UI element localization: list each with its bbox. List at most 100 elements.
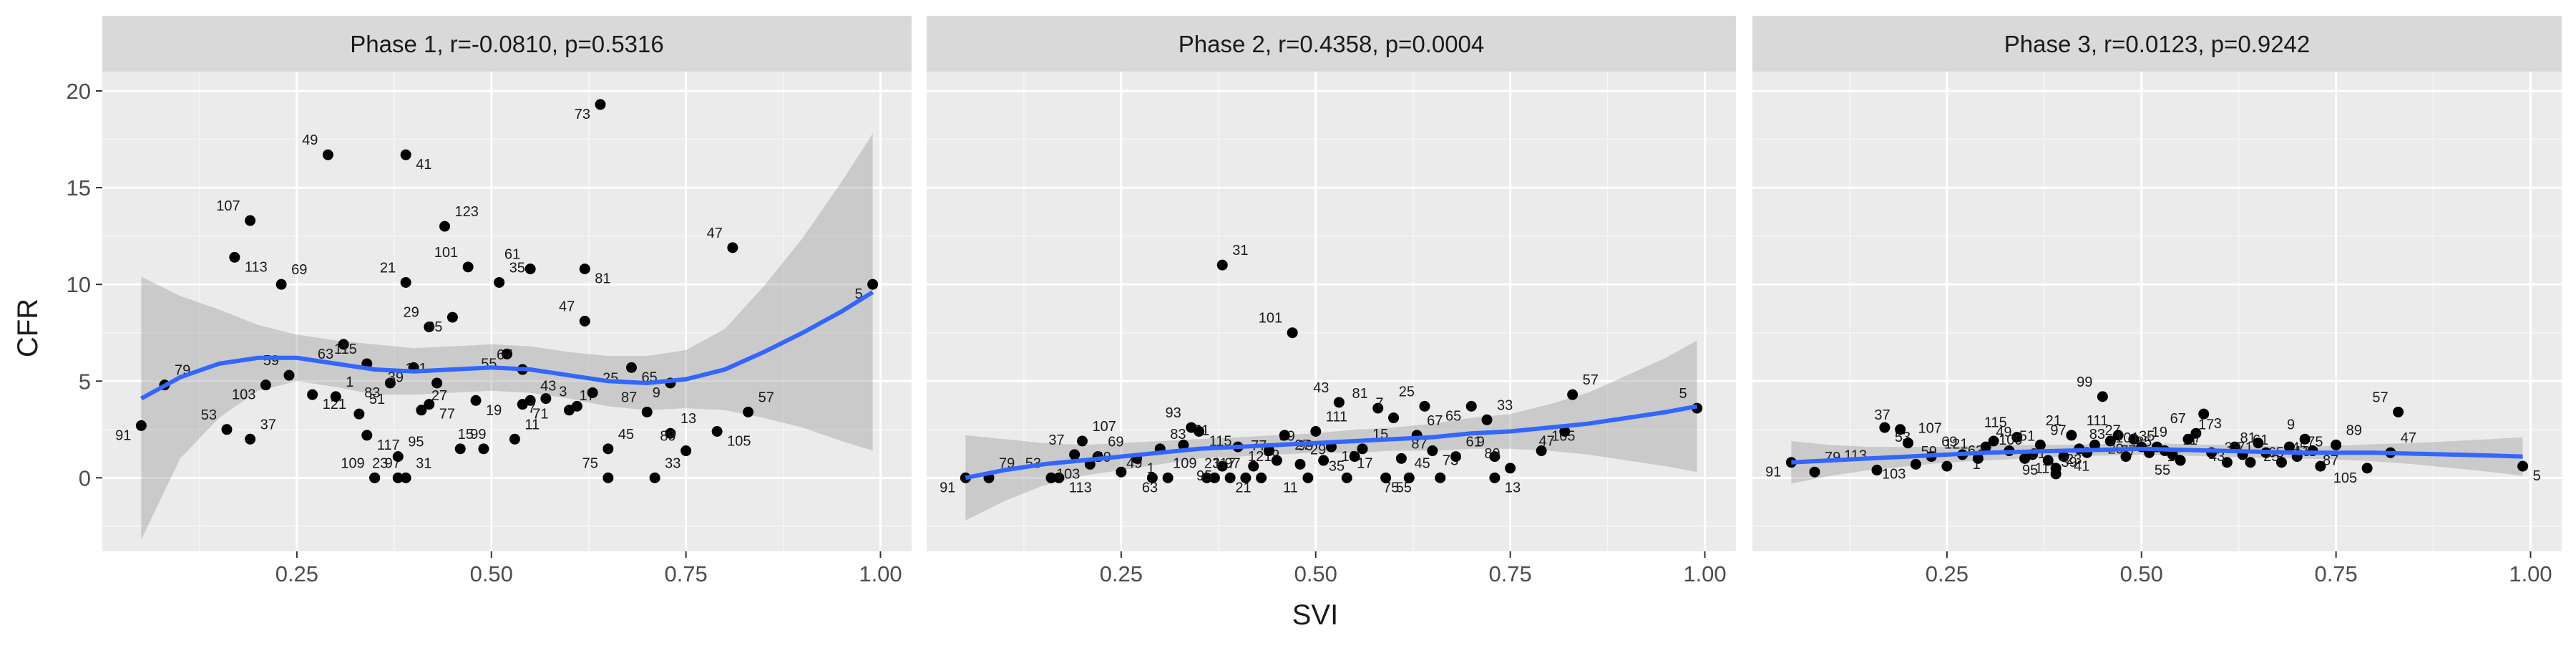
point-label: 31 bbox=[2030, 446, 2046, 462]
data-point bbox=[502, 348, 512, 359]
point-label: 107 bbox=[1918, 421, 1942, 437]
point-label: 117 bbox=[377, 437, 400, 453]
plot-panel-background bbox=[927, 72, 1736, 551]
point-label: 83 bbox=[1170, 427, 1186, 443]
data-point bbox=[1116, 466, 1127, 478]
x-tick-label: 0.50 bbox=[1294, 561, 1337, 586]
data-point bbox=[1785, 457, 1797, 468]
point-label: 121 bbox=[1944, 436, 1968, 452]
data-point bbox=[1871, 465, 1883, 476]
data-point bbox=[2175, 455, 2186, 466]
point-label: 91 bbox=[940, 480, 955, 495]
point-label: 13 bbox=[680, 411, 696, 427]
plot-panel-background bbox=[102, 72, 912, 551]
point-label: 45 bbox=[618, 427, 634, 443]
point-label: 73 bbox=[575, 107, 590, 122]
data-point bbox=[2089, 439, 2100, 450]
data-point bbox=[439, 221, 450, 232]
data-point bbox=[2112, 430, 2124, 441]
point-label: 9 bbox=[653, 385, 660, 401]
point-label: 75 bbox=[1383, 480, 1399, 495]
point-label: 87 bbox=[621, 390, 637, 405]
point-label: 47 bbox=[1539, 434, 1555, 450]
data-point bbox=[1980, 441, 1991, 453]
point-label: 71 bbox=[532, 407, 548, 422]
point-label: 77 bbox=[439, 407, 455, 422]
data-point bbox=[1318, 455, 1330, 466]
confidence-band bbox=[1791, 437, 2523, 484]
data-point bbox=[2517, 460, 2529, 472]
data-point bbox=[424, 399, 435, 410]
point-label: 69 bbox=[291, 262, 307, 278]
data-point bbox=[2128, 433, 2140, 445]
point-label: 31 bbox=[1232, 243, 1248, 258]
point-label: 17 bbox=[2198, 417, 2214, 432]
point-label: 95 bbox=[1196, 468, 1212, 484]
data-point bbox=[602, 472, 614, 483]
data-point bbox=[1216, 460, 1228, 472]
point-label: 33 bbox=[2225, 440, 2240, 456]
data-point bbox=[400, 276, 411, 288]
data-point bbox=[867, 279, 879, 290]
point-label: 109 bbox=[1999, 432, 2022, 448]
data-point bbox=[1209, 472, 1220, 483]
data-point bbox=[1395, 453, 1407, 464]
point-label: 33 bbox=[665, 455, 680, 471]
point-label: 55 bbox=[1396, 480, 1412, 495]
point-label: 19 bbox=[2152, 425, 2167, 440]
point-label: 101 bbox=[434, 245, 458, 261]
point-label: 101 bbox=[1259, 311, 1282, 327]
point-label: 69 bbox=[1941, 435, 1957, 450]
data-point bbox=[1294, 458, 1306, 470]
data-point bbox=[283, 369, 295, 381]
point-label: 15 bbox=[458, 427, 474, 443]
data-point bbox=[1988, 435, 1999, 447]
facet-strip-title: Phase 1, r=-0.0810, p=0.5316 bbox=[350, 31, 664, 57]
point-label: 13 bbox=[1505, 480, 1521, 495]
point-label: 37 bbox=[1874, 407, 1890, 423]
data-point bbox=[1240, 472, 1252, 483]
point-label: 85 bbox=[426, 319, 442, 335]
point-label: 5 bbox=[1679, 386, 1687, 402]
point-label: 63 bbox=[1142, 480, 1158, 495]
data-point bbox=[1372, 402, 1384, 414]
data-point bbox=[509, 433, 520, 445]
point-label: 81 bbox=[1352, 386, 1368, 402]
point-label: 59 bbox=[263, 353, 279, 369]
x-tick-label: 1.00 bbox=[859, 561, 902, 586]
point-label: 109 bbox=[341, 455, 364, 471]
data-point bbox=[369, 472, 381, 483]
data-point bbox=[1162, 472, 1174, 483]
point-label: 5 bbox=[2533, 468, 2541, 484]
point-label: 9 bbox=[2287, 417, 2295, 432]
point-label: 11 bbox=[1283, 480, 1298, 495]
data-point bbox=[478, 443, 489, 455]
data-point bbox=[579, 316, 590, 327]
point-label: 79 bbox=[1825, 450, 1840, 465]
point-label: 113 bbox=[245, 259, 268, 275]
x-tick-label: 0.50 bbox=[470, 561, 513, 586]
point-label: 55 bbox=[2155, 463, 2170, 478]
point-label: 103 bbox=[232, 387, 255, 403]
x-tick-label: 0.50 bbox=[2120, 561, 2163, 586]
point-label: 103 bbox=[1882, 466, 1906, 482]
point-label: 43 bbox=[540, 378, 556, 394]
point-label: 3 bbox=[2214, 416, 2222, 432]
data-point bbox=[361, 430, 373, 441]
point-label: 23 bbox=[2066, 452, 2082, 468]
point-label: 23 bbox=[1204, 455, 1220, 471]
point-label: 39 bbox=[2061, 455, 2077, 470]
point-label: 51 bbox=[2019, 429, 2035, 445]
point-label: 67 bbox=[2170, 411, 2186, 427]
data-point bbox=[711, 426, 723, 437]
y-tick-label: 15 bbox=[67, 175, 91, 200]
data-point bbox=[1264, 445, 1274, 457]
data-point bbox=[540, 393, 552, 405]
data-point bbox=[2283, 441, 2295, 453]
data-point bbox=[525, 395, 536, 406]
data-point bbox=[1419, 400, 1430, 412]
point-label: 91 bbox=[115, 427, 131, 443]
point-label: 75 bbox=[582, 455, 598, 471]
data-point bbox=[1256, 472, 1267, 483]
